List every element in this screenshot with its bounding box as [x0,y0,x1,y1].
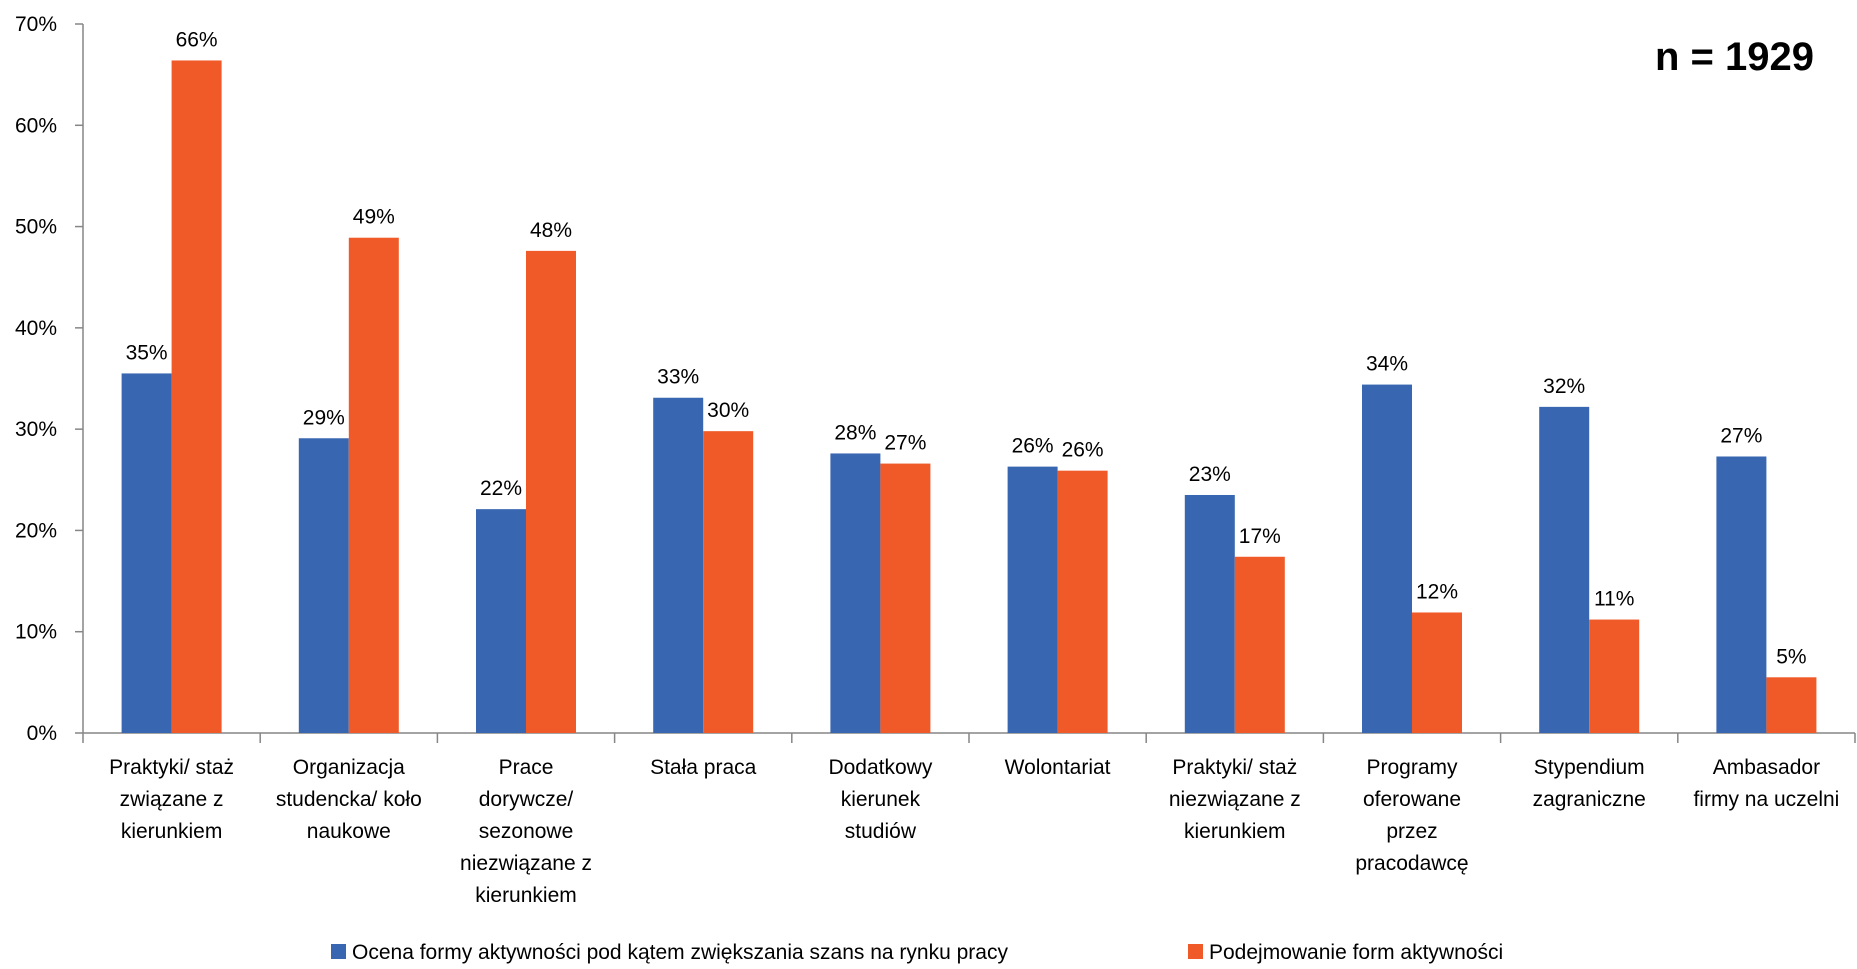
bar-ocena [1184,494,1235,733]
legend-label: Ocena formy aktywności pod kątem zwiększ… [352,941,1008,964]
data-label: 27% [884,432,926,455]
bar-podejmowanie [1057,470,1108,733]
bar-ocena [1007,466,1058,733]
bar-ocena [830,453,881,733]
category-label: Ambasador firmy na uczelni [1693,756,1839,811]
data-label: 17% [1239,525,1281,548]
data-label: 34% [1366,353,1408,376]
category-label: Dodatkowy kierunek studiów [828,756,932,843]
data-label: 22% [480,477,522,500]
bar-podejmowanie [1412,612,1462,733]
bar-ocena [298,438,349,733]
data-label: 26% [1012,435,1054,458]
category-labels: Praktyki/ staż związane z kierunkiem Organi… [109,756,1839,907]
data-label: 28% [834,421,876,444]
category-label: Programy oferowane przez pracodawcę [1355,756,1468,875]
legend-label: Podejmowanie form aktywności [1209,941,1503,964]
data-label: 30% [707,399,749,422]
data-label: 48% [530,219,572,242]
bar-ocena [121,373,172,733]
bar-podejmowanie [1766,677,1817,733]
bar-ocena [1539,406,1590,733]
data-label: 11% [1594,588,1634,611]
category-label: Wolontariat [1005,756,1111,779]
bar-podejmowanie [880,463,931,733]
data-label: 49% [353,206,395,229]
y-tick-label: 10% [15,621,57,644]
bar-ocena [476,509,526,733]
data-label: 33% [657,366,699,389]
y-tick-label: 0% [27,722,57,745]
bars [121,60,1817,734]
category-label: Praktyki/ staż związane z kierunkiem [109,756,234,843]
data-label: 35% [126,341,168,364]
data-label: 5% [1776,645,1806,668]
data-labels: 35% 66% 29% 49% 22% 48% 33% 30% 28% 27% 26% 26% 23% 1… [126,28,1807,668]
bar-podejmowanie [526,250,576,733]
y-tick-label: 50% [15,216,57,239]
data-label: 12% [1416,580,1458,603]
category-label: Praktyki/ staż niezwiązane z kierunkiem [1169,756,1301,843]
bar-podejmowanie [1234,556,1285,733]
legend: Ocena formy aktywności pod kątem zwiększ… [331,941,1503,964]
bar-podejmowanie [348,237,399,733]
bar-ocena [1362,384,1412,733]
y-tick-label: 60% [15,114,57,137]
y-tick-label: 20% [15,519,57,542]
data-label: 32% [1543,375,1585,398]
legend-swatch [1188,944,1203,959]
y-tick-label: 70% [15,13,57,36]
data-label: 26% [1062,439,1104,462]
bar-podejmowanie [171,60,222,734]
data-label: 23% [1189,463,1231,486]
category-label: Stypendium zagraniczne [1533,756,1646,811]
category-label: Prace dorywcze/sezonowe niezwiązane z kieru… [460,756,592,907]
data-label: 27% [1720,424,1762,447]
category-label: Stała praca [650,756,757,779]
legend-swatch [331,944,346,959]
data-label: 29% [303,406,345,429]
data-label: 66% [176,28,218,51]
category-label: Organizacja studencka/ koło naukowe [276,756,422,843]
sample-size-annotation: n = 1929 [1655,35,1814,79]
bar-ocena [1716,456,1767,733]
y-tick-label: 40% [15,317,57,340]
bar-ocena [653,397,704,733]
y-tick-label: 30% [15,418,57,441]
bar-podejmowanie [1589,619,1640,733]
bar-podejmowanie [703,431,754,733]
